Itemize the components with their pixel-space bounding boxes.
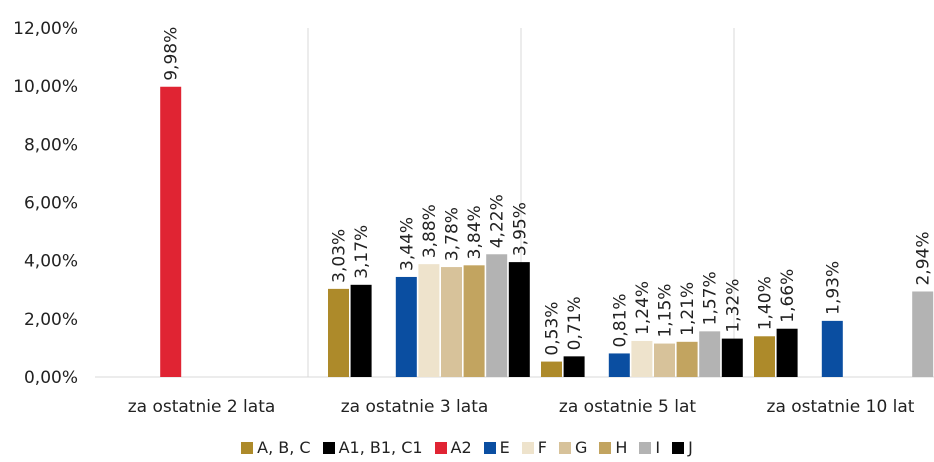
legend-swatch — [483, 441, 496, 454]
legend-label: A1, B1, C1 — [338, 438, 423, 457]
legend: A, B, C A1, B1, C1 A2 E F G H I J — [0, 438, 934, 457]
legend-swatch — [639, 441, 652, 454]
data-label: 3,03% — [330, 229, 350, 283]
bar — [699, 331, 721, 377]
legend-label: H — [615, 438, 628, 457]
data-label: 1,15% — [656, 284, 676, 338]
legend-item: E — [483, 438, 510, 457]
bar — [721, 338, 743, 377]
data-label: 3,84% — [465, 205, 485, 259]
data-label: 3,17% — [352, 225, 372, 279]
data-label: 1,93% — [823, 261, 843, 315]
legend-label: I — [655, 438, 661, 457]
legend-swatch — [599, 441, 612, 454]
legend-swatch — [322, 441, 335, 454]
legend-item: H — [599, 438, 627, 457]
bar — [418, 264, 440, 377]
x-category-label: za ostatnie 10 lat — [767, 397, 915, 417]
legend-swatch — [241, 441, 254, 454]
data-label: 1,57% — [701, 271, 721, 325]
bar — [563, 356, 585, 377]
bar-chart: 0,00% 2,00% 4,00% 6,00% 8,00% 10,00% 12,00% za … — [13, 19, 934, 417]
bar — [328, 288, 349, 377]
x-category-label: za ostatnie 2 lata — [128, 397, 276, 417]
bar — [912, 291, 934, 377]
legend-label: A2 — [450, 438, 472, 457]
data-label: 1,40% — [756, 276, 776, 330]
legend-swatch — [434, 441, 447, 454]
y-tick-label: 10,00% — [13, 77, 78, 97]
legend-item: I — [639, 438, 660, 457]
legend-swatch — [521, 441, 534, 454]
bar — [754, 336, 775, 377]
bar — [486, 254, 508, 377]
bar — [776, 328, 798, 377]
data-label: 0,53% — [543, 302, 563, 356]
bar — [821, 320, 843, 377]
legend-label: A, B, C — [257, 438, 311, 457]
legend-item: A, B, C — [241, 438, 311, 457]
legend-item: J — [672, 438, 693, 457]
x-category-label: za ostatnie 5 lat — [559, 397, 696, 417]
bar — [508, 262, 530, 377]
bar — [631, 340, 653, 377]
data-label: 3,88% — [420, 204, 440, 258]
bar — [350, 284, 372, 377]
data-label: 0,81% — [610, 293, 630, 347]
data-label: 1,24% — [633, 281, 653, 335]
legend-label: E — [499, 438, 510, 457]
data-label: 1,21% — [678, 282, 698, 336]
y-tick-label: 4,00% — [24, 252, 78, 272]
y-tick-label: 6,00% — [24, 194, 78, 214]
bar — [395, 276, 417, 377]
y-tick-label: 12,00% — [13, 19, 78, 39]
legend-item: A2 — [434, 438, 472, 457]
data-label: 9,98% — [162, 27, 182, 81]
data-label: 4,22% — [488, 194, 508, 248]
bar — [608, 353, 630, 377]
y-tick-label: 0,00% — [24, 368, 78, 388]
legend-swatch — [558, 441, 571, 454]
x-category-label: za ostatnie 3 lata — [341, 397, 489, 417]
legend-label: J — [688, 438, 693, 457]
bar — [676, 341, 698, 377]
bar — [541, 361, 562, 377]
data-label: 3,44% — [397, 217, 417, 271]
bar — [463, 265, 485, 377]
data-label: 2,94% — [914, 231, 934, 285]
bar — [441, 267, 462, 377]
legend-item: G — [558, 438, 588, 457]
data-label: 0,71% — [565, 296, 585, 350]
data-label: 3,95% — [510, 202, 530, 256]
y-tick-label: 2,00% — [24, 310, 78, 330]
data-label: 1,66% — [778, 269, 798, 323]
data-label: 1,32% — [723, 279, 743, 333]
legend-label: F — [537, 438, 547, 457]
y-tick-label: 8,00% — [24, 135, 78, 155]
legend-item: F — [521, 438, 547, 457]
legend-swatch — [672, 441, 685, 454]
data-label: 3,78% — [443, 207, 463, 261]
bar — [654, 343, 675, 377]
legend-label: G — [574, 438, 588, 457]
legend-item: A1, B1, C1 — [322, 438, 423, 457]
bar — [160, 86, 182, 377]
